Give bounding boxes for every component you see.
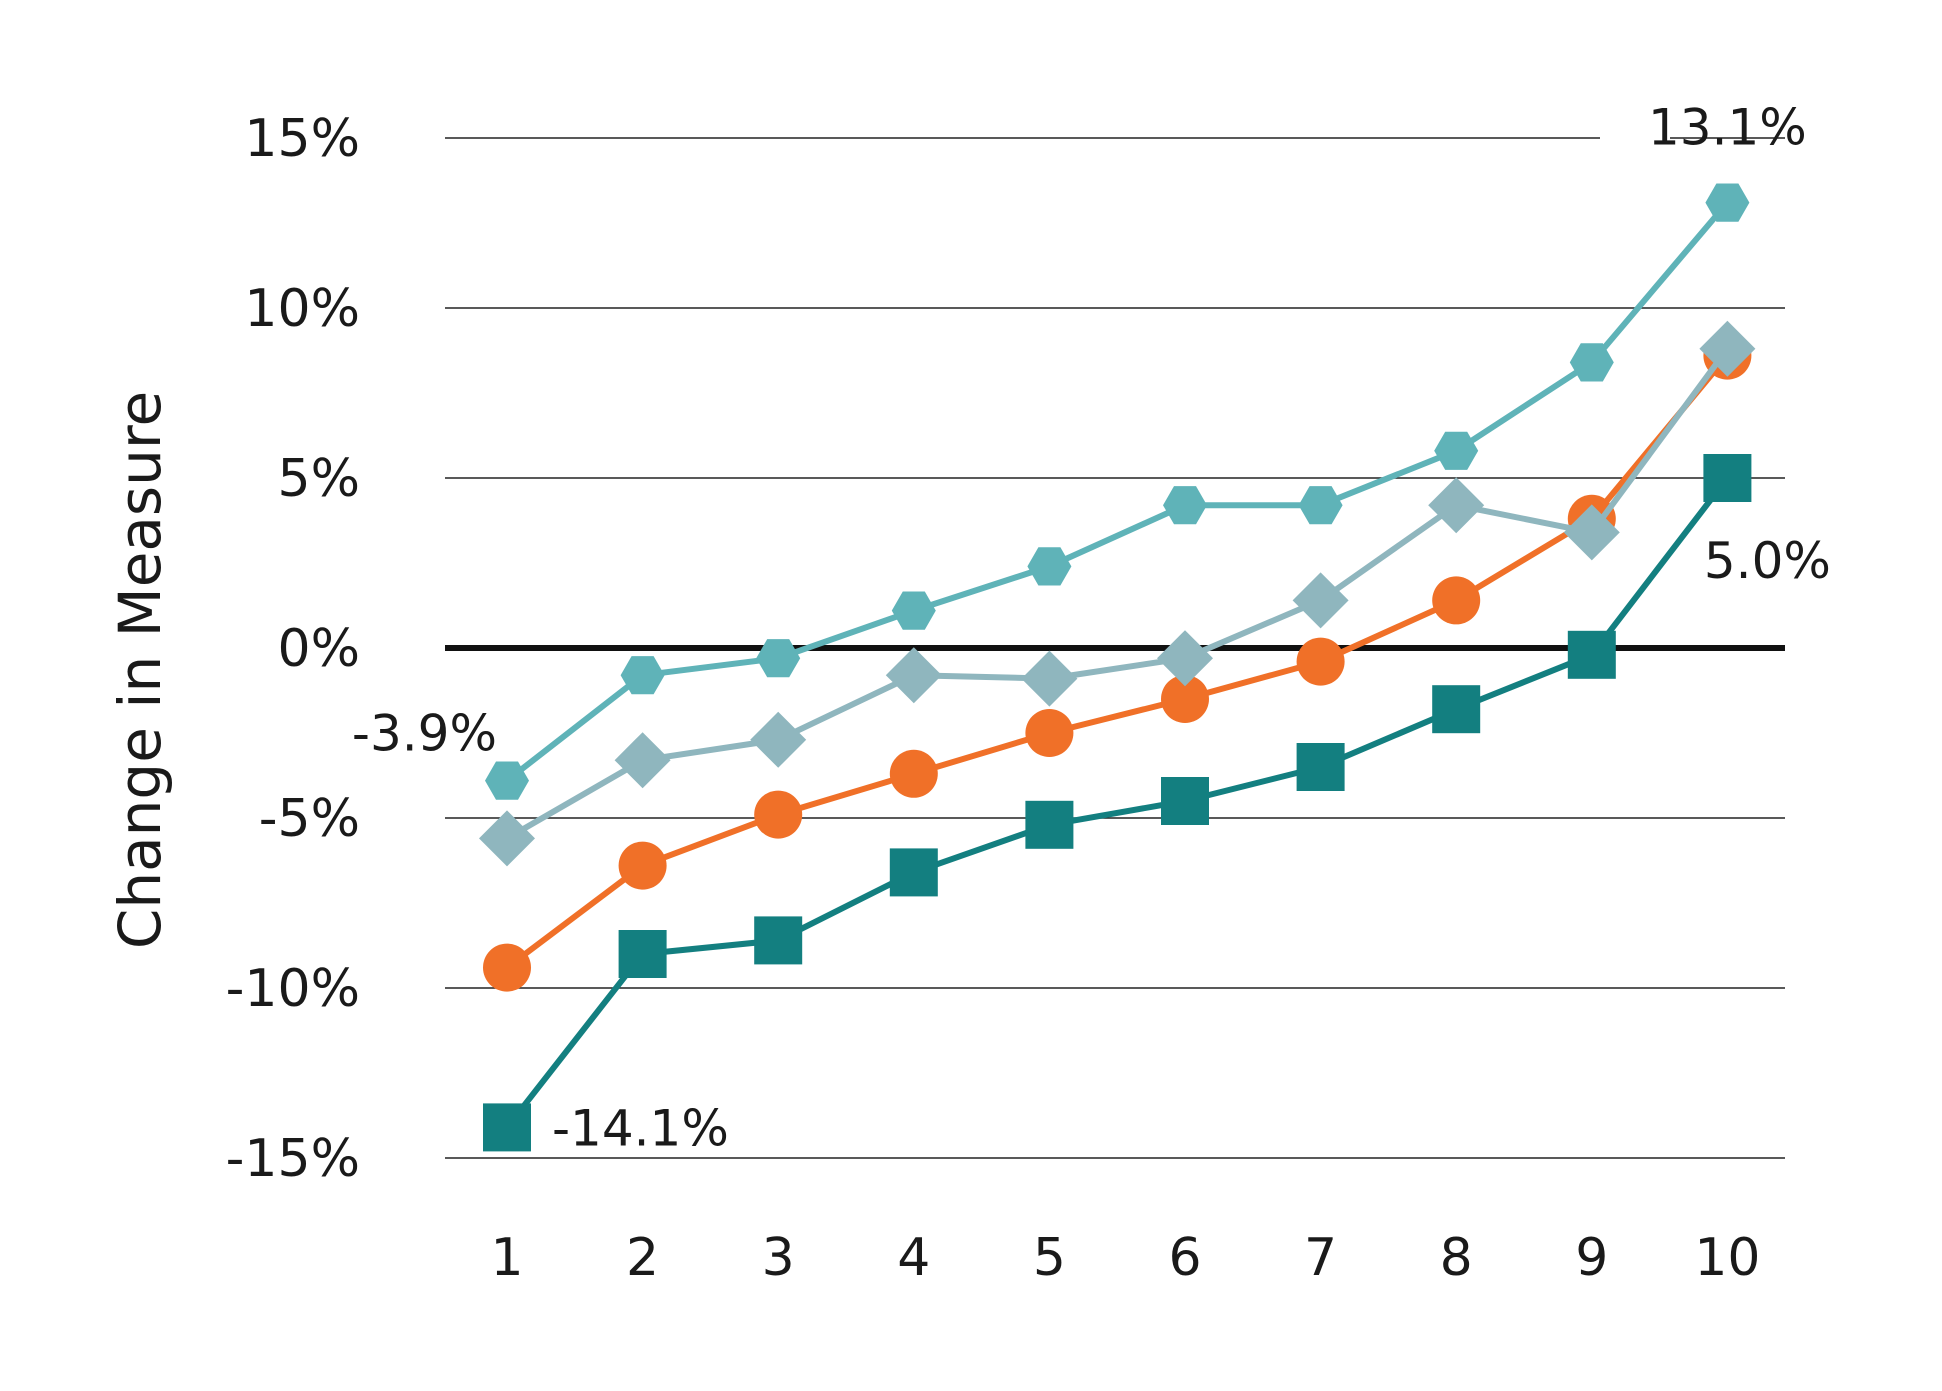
diamond-marker <box>750 711 807 768</box>
x-tick-label: 4 <box>897 1228 930 1288</box>
hexagon-marker <box>1027 547 1072 586</box>
series-line <box>505 347 1730 841</box>
x-tick-label: 9 <box>1575 1228 1608 1288</box>
circle-marker <box>1025 709 1074 757</box>
diamond-marker <box>1157 630 1213 687</box>
series-line <box>505 200 1730 783</box>
hexagon-marker <box>1298 486 1343 525</box>
hexagon-marker <box>1434 431 1479 470</box>
diamond-marker <box>1428 477 1485 534</box>
circle-marker <box>1296 637 1345 686</box>
diamond-marker <box>1021 650 1078 707</box>
hexagon-marker <box>485 761 529 800</box>
y-tick-label: 0% <box>278 619 361 679</box>
series-line <box>504 476 1730 1130</box>
y-axis-ticks: 15% 10% 5% 0% -5% -10% -15% <box>226 109 360 1189</box>
x-axis-ticks: 1 2 3 4 5 6 7 8 9 10 <box>490 1228 1760 1288</box>
series-circle <box>483 331 1752 992</box>
square-marker <box>483 1103 531 1152</box>
square-marker <box>1296 743 1345 791</box>
square-marker <box>1161 777 1209 825</box>
series-lines <box>479 183 1756 1152</box>
diamond-marker <box>1699 320 1756 377</box>
y-axis-title: Change in Measure <box>106 391 174 949</box>
y-tick-label: -15% <box>226 1129 360 1189</box>
gridlines <box>445 137 1785 1159</box>
data-label: -14.1% <box>552 1099 729 1157</box>
y-tick-label: -10% <box>226 959 360 1019</box>
circle-marker <box>1432 576 1481 625</box>
data-label: 5.0% <box>1704 532 1831 590</box>
x-tick-label: 2 <box>626 1228 659 1288</box>
hexagon-marker <box>756 639 801 678</box>
diamond-marker <box>479 810 535 867</box>
hexagon-marker <box>620 656 665 695</box>
hexagon-marker <box>1705 183 1750 222</box>
series-square <box>483 454 1752 1152</box>
x-tick-label: 3 <box>762 1228 795 1288</box>
y-tick-label: -5% <box>259 789 360 849</box>
circle-marker <box>483 943 531 992</box>
series-line <box>505 353 1730 970</box>
square-marker <box>754 916 803 965</box>
square-marker <box>1025 800 1074 849</box>
x-tick-label: 10 <box>1694 1228 1760 1288</box>
circle-marker <box>754 790 803 839</box>
diamond-marker <box>885 647 942 704</box>
square-marker <box>1567 630 1616 679</box>
hexagon-marker <box>891 591 936 630</box>
circle-marker <box>618 841 667 890</box>
data-label: 13.1% <box>1648 99 1807 157</box>
x-tick-label: 1 <box>490 1228 523 1288</box>
circle-marker <box>889 749 938 798</box>
diamond-marker <box>614 732 671 789</box>
square-marker <box>889 848 938 897</box>
series-diamond <box>479 320 1756 867</box>
x-tick-label: 5 <box>1033 1228 1066 1288</box>
y-tick-label: 5% <box>278 449 361 509</box>
square-marker <box>618 930 667 978</box>
diamond-marker <box>1563 504 1620 561</box>
y-tick-label: 10% <box>244 279 360 339</box>
data-label: -3.9% <box>352 705 497 763</box>
hexagon-marker <box>1569 343 1614 382</box>
x-tick-label: 6 <box>1168 1228 1201 1288</box>
square-marker <box>1703 454 1752 502</box>
square-marker <box>1432 685 1481 734</box>
y-tick-label: 15% <box>244 109 360 169</box>
x-tick-label: 8 <box>1440 1228 1473 1288</box>
series-hexagon <box>485 183 1750 800</box>
circle-marker <box>1161 675 1209 723</box>
hexagon-marker <box>1163 486 1207 525</box>
data-labels: 13.1% -3.9% 5.0% -14.1% <box>352 99 1831 1158</box>
x-tick-label: 7 <box>1304 1228 1337 1288</box>
diamond-marker <box>1292 572 1349 629</box>
